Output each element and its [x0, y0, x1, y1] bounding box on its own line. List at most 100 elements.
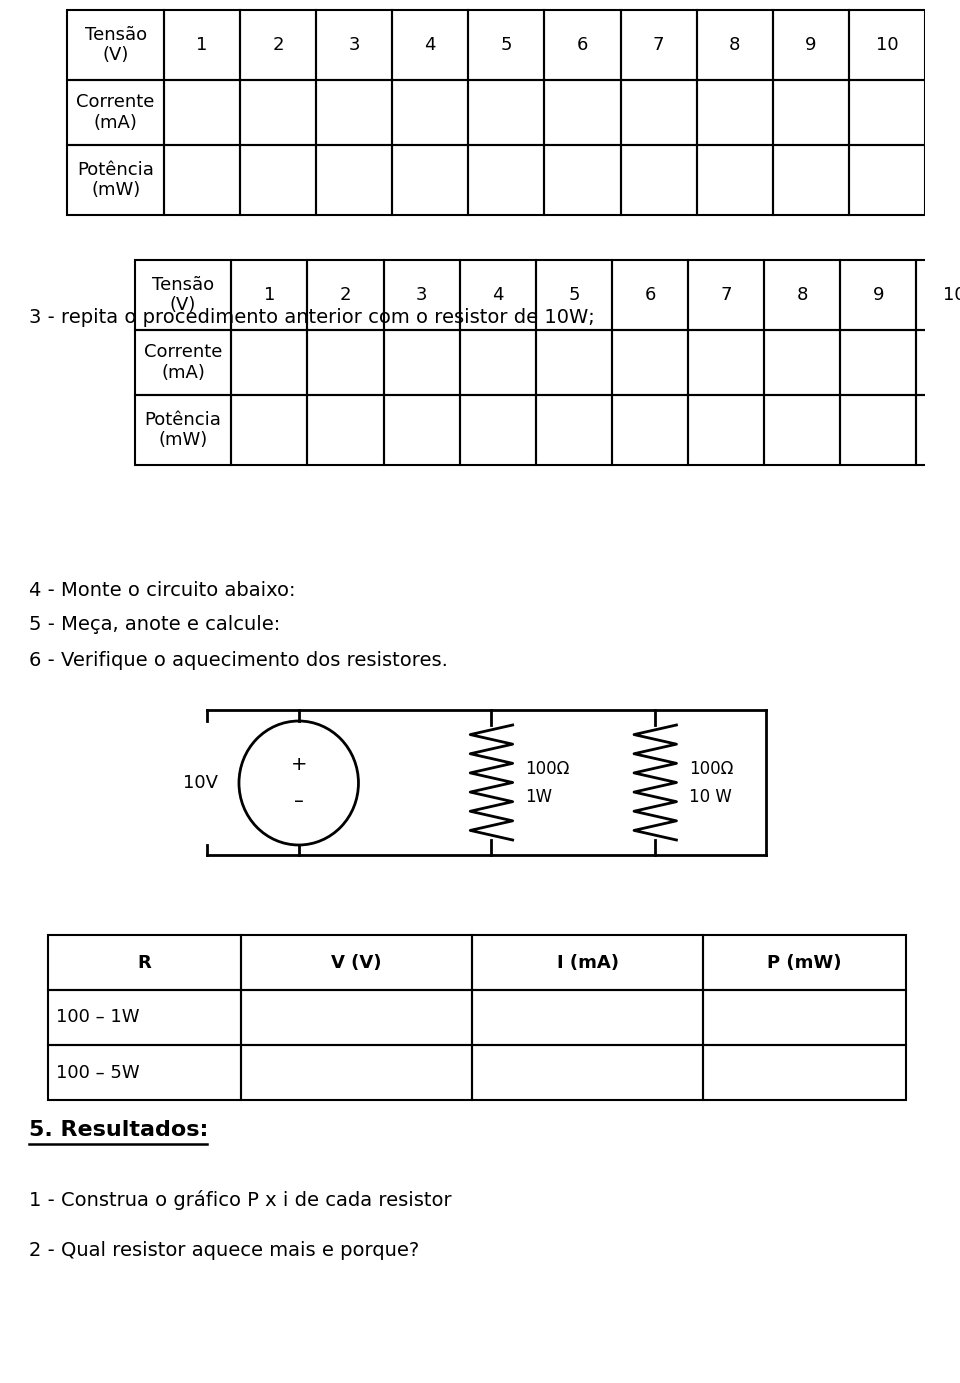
- Text: I (mA): I (mA): [557, 953, 619, 971]
- Text: 5. Resultados:: 5. Resultados:: [29, 1120, 208, 1140]
- Text: 10: 10: [876, 36, 899, 54]
- Bar: [383, 260, 460, 331]
- Bar: [48, 990, 241, 1046]
- Text: 4: 4: [424, 36, 436, 54]
- Bar: [164, 80, 240, 145]
- Bar: [704, 1046, 906, 1099]
- Text: +: +: [291, 755, 307, 774]
- Bar: [307, 396, 383, 465]
- Bar: [393, 10, 468, 80]
- Bar: [67, 80, 164, 145]
- Text: R: R: [137, 953, 152, 971]
- Bar: [241, 990, 472, 1046]
- Text: 10V: 10V: [182, 774, 218, 792]
- Bar: [67, 145, 164, 214]
- Text: 8: 8: [729, 36, 740, 54]
- Bar: [48, 935, 241, 990]
- Bar: [544, 10, 620, 80]
- Text: 10: 10: [943, 286, 960, 304]
- Text: 3: 3: [416, 286, 427, 304]
- Bar: [840, 260, 917, 331]
- Text: Potência
(mW): Potência (mW): [145, 411, 222, 449]
- Bar: [620, 80, 697, 145]
- Bar: [468, 145, 544, 214]
- Bar: [917, 331, 960, 396]
- Text: 1 - Construa o gráfico P x i de cada resistor: 1 - Construa o gráfico P x i de cada res…: [29, 1189, 451, 1210]
- Text: 1: 1: [264, 286, 275, 304]
- Text: 9: 9: [805, 36, 817, 54]
- Text: 7: 7: [653, 36, 664, 54]
- Bar: [164, 10, 240, 80]
- Bar: [240, 145, 316, 214]
- Bar: [316, 145, 393, 214]
- Bar: [460, 331, 536, 396]
- Bar: [773, 145, 849, 214]
- Bar: [383, 396, 460, 465]
- Bar: [240, 80, 316, 145]
- Text: Corrente
(mA): Corrente (mA): [144, 343, 223, 382]
- Text: 1: 1: [196, 36, 207, 54]
- Bar: [472, 935, 704, 990]
- Bar: [135, 260, 231, 331]
- Bar: [316, 80, 393, 145]
- Bar: [840, 331, 917, 396]
- Bar: [764, 260, 840, 331]
- Text: 6: 6: [577, 36, 588, 54]
- Bar: [393, 145, 468, 214]
- Bar: [460, 396, 536, 465]
- Text: 1W: 1W: [525, 787, 552, 805]
- Text: 100 – 1W: 100 – 1W: [56, 1008, 139, 1026]
- Bar: [704, 935, 906, 990]
- Bar: [773, 80, 849, 145]
- Text: 100Ω: 100Ω: [525, 759, 569, 777]
- Bar: [764, 396, 840, 465]
- Bar: [840, 396, 917, 465]
- Bar: [612, 331, 688, 396]
- Bar: [688, 331, 764, 396]
- Text: 5: 5: [568, 286, 580, 304]
- Bar: [697, 80, 773, 145]
- Bar: [307, 260, 383, 331]
- Bar: [536, 331, 612, 396]
- Text: –: –: [294, 791, 303, 810]
- Bar: [67, 10, 164, 80]
- Text: 2: 2: [340, 286, 351, 304]
- Bar: [383, 331, 460, 396]
- Bar: [241, 935, 472, 990]
- Text: V (V): V (V): [331, 953, 382, 971]
- Bar: [917, 260, 960, 331]
- Text: 2 - Qual resistor aquece mais e porque?: 2 - Qual resistor aquece mais e porque?: [29, 1241, 420, 1260]
- Text: 3: 3: [348, 36, 360, 54]
- Bar: [164, 145, 240, 214]
- Bar: [620, 145, 697, 214]
- Text: 6 - Verifique o aquecimento dos resistores.: 6 - Verifique o aquecimento dos resistor…: [29, 650, 447, 669]
- Bar: [307, 331, 383, 396]
- Text: 5: 5: [500, 36, 512, 54]
- Bar: [536, 396, 612, 465]
- Text: Tensão
(V): Tensão (V): [152, 275, 214, 314]
- Bar: [472, 990, 704, 1046]
- Text: 3 - repita o procedimento anterior com o resistor de 10W;: 3 - repita o procedimento anterior com o…: [29, 308, 594, 326]
- Bar: [917, 396, 960, 465]
- Bar: [612, 396, 688, 465]
- Bar: [536, 260, 612, 331]
- Text: 8: 8: [797, 286, 808, 304]
- Bar: [231, 331, 307, 396]
- Text: 100Ω: 100Ω: [689, 759, 733, 777]
- Text: P (mW): P (mW): [767, 953, 842, 971]
- Bar: [620, 10, 697, 80]
- Bar: [48, 1046, 241, 1099]
- Bar: [688, 260, 764, 331]
- Bar: [704, 990, 906, 1046]
- Bar: [468, 10, 544, 80]
- Text: 7: 7: [720, 286, 732, 304]
- Bar: [393, 80, 468, 145]
- Text: 9: 9: [873, 286, 884, 304]
- Text: 2: 2: [273, 36, 284, 54]
- Text: Corrente
(mA): Corrente (mA): [77, 93, 155, 131]
- Bar: [135, 396, 231, 465]
- Bar: [697, 145, 773, 214]
- Text: 4: 4: [492, 286, 503, 304]
- Bar: [135, 331, 231, 396]
- Text: Potência
(mW): Potência (mW): [77, 160, 154, 199]
